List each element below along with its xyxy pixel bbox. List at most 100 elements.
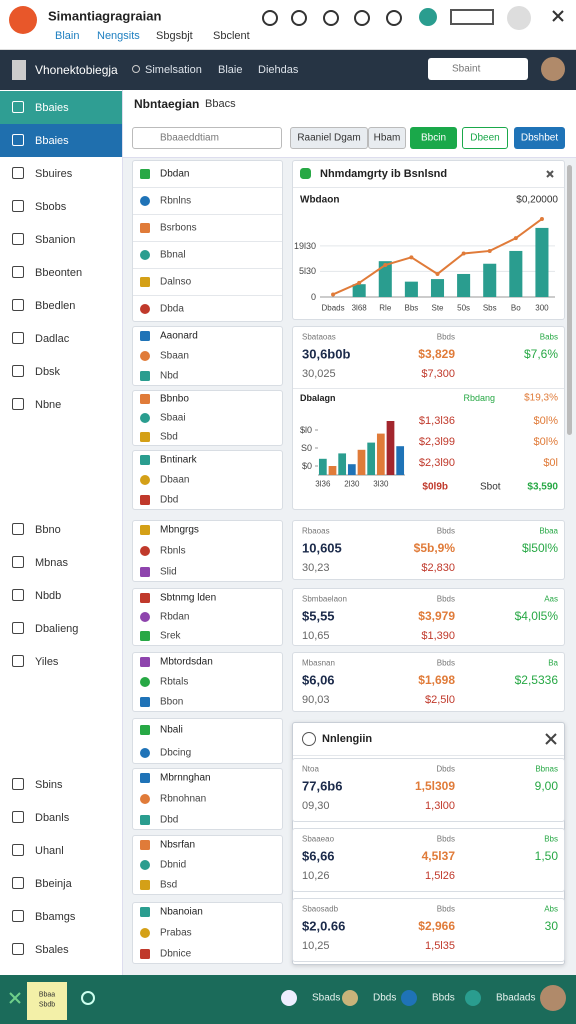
list-item[interactable]: Sbaai: [160, 412, 186, 424]
button[interactable]: [410, 127, 457, 149]
list-item[interactable]: Aaonard: [160, 330, 198, 342]
stat-value: $2,5336: [514, 673, 558, 687]
button[interactable]: [462, 127, 508, 149]
stat-head: Bbds: [436, 658, 455, 668]
list-item[interactable]: Bbnal: [160, 249, 186, 260]
list-item[interactable]: Rbtals: [160, 676, 189, 688]
list-item[interactable]: Nbsrfan: [160, 839, 196, 851]
list-item[interactable]: Dbaan: [160, 474, 190, 486]
stat-value: $2,966: [418, 919, 455, 933]
bottom-icon[interactable]: [281, 990, 297, 1006]
search-box[interactable]: [428, 58, 528, 80]
top-icon[interactable]: [450, 9, 494, 25]
bottom-box[interactable]: [27, 982, 67, 1020]
stat-head: Aas: [544, 594, 558, 604]
list-item[interactable]: Dbdan: [160, 168, 190, 179]
bottom-icon[interactable]: [465, 990, 481, 1006]
top-icon[interactable]: [354, 10, 370, 26]
list-item[interactable]: Mbrnnghan: [160, 772, 211, 784]
list-item[interactable]: Prabas: [160, 927, 192, 939]
bottom-icon[interactable]: [342, 990, 358, 1006]
bottom-item[interactable]: Dbds: [373, 992, 397, 1004]
list-item[interactable]: Bntinark: [160, 454, 197, 466]
list-item[interactable]: Slid: [160, 566, 177, 578]
sidebar-item[interactable]: [0, 91, 122, 124]
button[interactable]: [368, 127, 406, 149]
nav-link[interactable]: Blaie: [218, 64, 243, 76]
list-item[interactable]: Nbd: [160, 370, 179, 382]
list-item[interactable]: Dbda: [160, 303, 184, 314]
avatar[interactable]: [507, 6, 531, 30]
list-item[interactable]: Rbdan: [160, 611, 190, 623]
top-tab[interactable]: Sbclent: [213, 30, 250, 42]
avatar[interactable]: [540, 985, 566, 1011]
list-item[interactable]: Sbd: [160, 431, 178, 443]
list-item[interactable]: Dbnice: [160, 948, 192, 960]
search-placeholder: Sbaint: [452, 63, 481, 75]
stat-head: Bbds: [436, 834, 455, 844]
list-item[interactable]: Mbtordsdan: [160, 656, 213, 668]
list-item[interactable]: Bsd: [160, 879, 178, 891]
top-icon[interactable]: [386, 10, 402, 26]
list-item[interactable]: Nbali: [160, 724, 183, 735]
button[interactable]: [290, 127, 368, 149]
list-item[interactable]: Bbnbo: [160, 393, 189, 405]
item-icon: [140, 724, 150, 735]
top-tab[interactable]: Nengsits: [97, 30, 140, 42]
sidebar-icon: [12, 655, 24, 667]
app-title: Simantiagragraian: [48, 8, 162, 24]
detail-value: $0l%: [533, 415, 558, 427]
list-item[interactable]: Sbaan: [160, 350, 189, 362]
list-item[interactable]: Rbnlns: [160, 195, 192, 206]
list-item[interactable]: Rbnls: [160, 545, 186, 557]
filter-box[interactable]: [132, 127, 282, 149]
bottom-item[interactable]: Bbadads: [496, 992, 536, 1004]
list-item[interactable]: Sbtnmg lden: [160, 592, 217, 604]
detail-tag: Rbdang: [463, 393, 495, 403]
bottom-icon[interactable]: [81, 991, 95, 1005]
list-item[interactable]: Dbcing: [160, 747, 192, 758]
item-icon: [140, 860, 150, 870]
detail-value: $0l%: [533, 436, 558, 448]
list-item[interactable]: Dbnid: [160, 859, 187, 871]
top-tab[interactable]: Blain: [55, 30, 80, 42]
nav-link[interactable]: Diehdas: [258, 64, 299, 76]
divider: [133, 268, 282, 269]
list-item[interactable]: Srek: [160, 630, 181, 642]
stat-value: 4,5l37: [421, 849, 455, 863]
stat-sub: $7,300: [421, 368, 455, 380]
sidebar-label: Bbaies: [35, 135, 69, 147]
item-icon: [140, 928, 150, 938]
top-icon[interactable]: [323, 10, 339, 26]
list-item[interactable]: Rbnohnan: [160, 793, 207, 805]
bottom-icon[interactable]: [401, 990, 417, 1006]
list-item[interactable]: Bbon: [160, 696, 184, 708]
bottom-item[interactable]: Bbds: [432, 992, 455, 1004]
list-card: [132, 718, 283, 764]
top-icon[interactable]: [419, 8, 437, 26]
button[interactable]: [514, 127, 565, 149]
stat-value: $7,6%: [523, 347, 558, 361]
stat-sub: 1,5l26: [425, 870, 455, 882]
list-item[interactable]: Mbngrgs: [160, 524, 199, 536]
button-label: Bbcin: [420, 132, 447, 144]
list-item[interactable]: Nbanoian: [160, 906, 203, 918]
list-item[interactable]: Dbd: [160, 494, 179, 506]
nav-link[interactable]: Simelsation: [145, 64, 202, 76]
stat-value: 9,00: [534, 779, 558, 793]
stat-value: $3,979: [418, 609, 455, 623]
top-icon[interactable]: [262, 10, 278, 26]
list-item[interactable]: Bsrbons: [160, 222, 197, 233]
list-item[interactable]: Dbd: [160, 814, 179, 826]
stats-card: [292, 520, 565, 580]
list-item[interactable]: Dalnso: [160, 276, 192, 287]
divider: [133, 241, 282, 242]
avatar[interactable]: [541, 57, 565, 81]
chart-title: Nhmdamgrty ib Bsnlsnd: [320, 168, 448, 180]
item-icon: [140, 222, 150, 233]
top-tab[interactable]: Sbgsbjt: [156, 30, 193, 42]
top-icon[interactable]: [291, 10, 307, 26]
bottom-item[interactable]: Sbads: [312, 992, 341, 1004]
item-icon: [140, 195, 150, 206]
sidebar-item[interactable]: [0, 124, 122, 157]
